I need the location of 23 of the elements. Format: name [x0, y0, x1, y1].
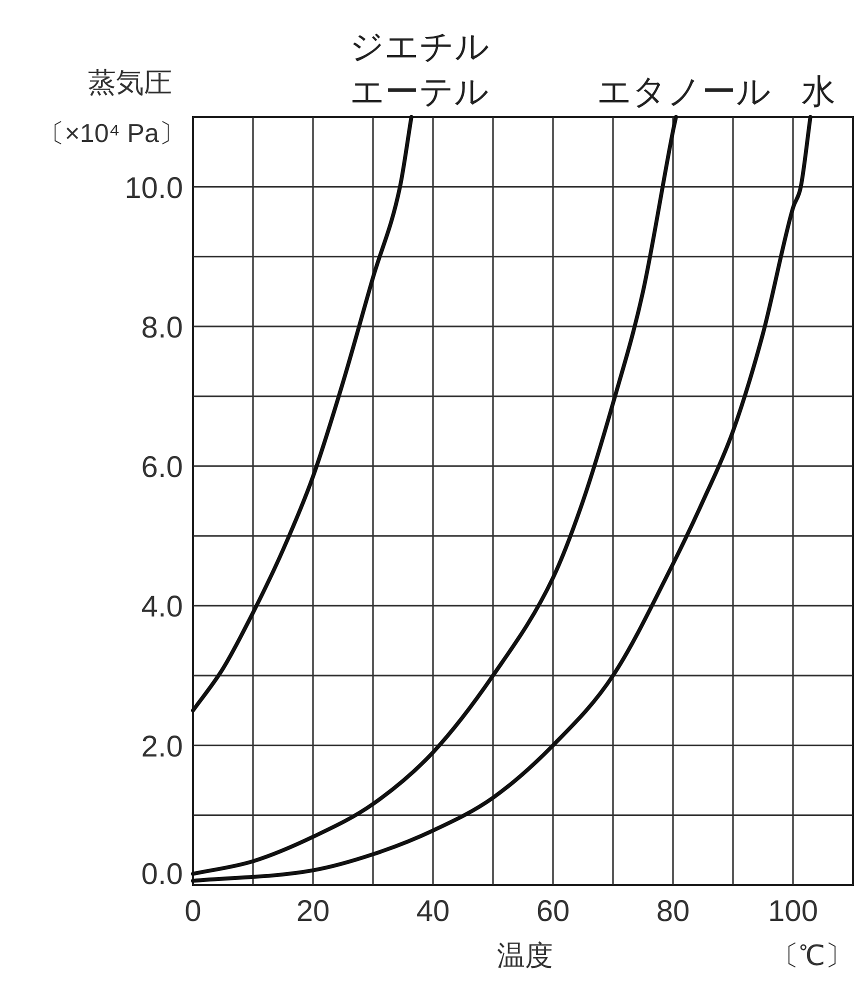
y-axis-title: 蒸気圧	[88, 67, 172, 98]
text: 〔×10⁴ Pa〕	[38, 118, 185, 148]
x-tick-label: 20	[296, 895, 330, 928]
y-tick-label: 8.0	[141, 311, 183, 344]
x-axis-title: 温度	[497, 940, 553, 971]
line-series	[191, 115, 678, 876]
y-tick-label: 10.0	[124, 172, 183, 205]
ジエチルエーテル: ジエチルエーテル	[191, 28, 490, 712]
y-tick-label: 6.0	[141, 451, 183, 484]
x-tick-label: 0	[184, 895, 202, 928]
y-tick-label: 0.0	[141, 858, 183, 891]
x-tick-label: 100	[768, 895, 818, 928]
x-tick-label: 80	[656, 895, 690, 928]
text: 〔℃〕	[771, 940, 853, 971]
y-tick-label: 4.0	[141, 590, 183, 624]
y-tick-label: 2.0	[141, 730, 183, 764]
line-series	[191, 115, 414, 712]
series-label: ジエチルエーテル	[349, 28, 490, 111]
series-label: エタノール	[597, 73, 771, 111]
x-tick-label: 60	[536, 895, 570, 928]
line-series	[191, 115, 812, 883]
x-tick-label: 40	[416, 895, 450, 928]
series-label: 水	[801, 73, 836, 111]
